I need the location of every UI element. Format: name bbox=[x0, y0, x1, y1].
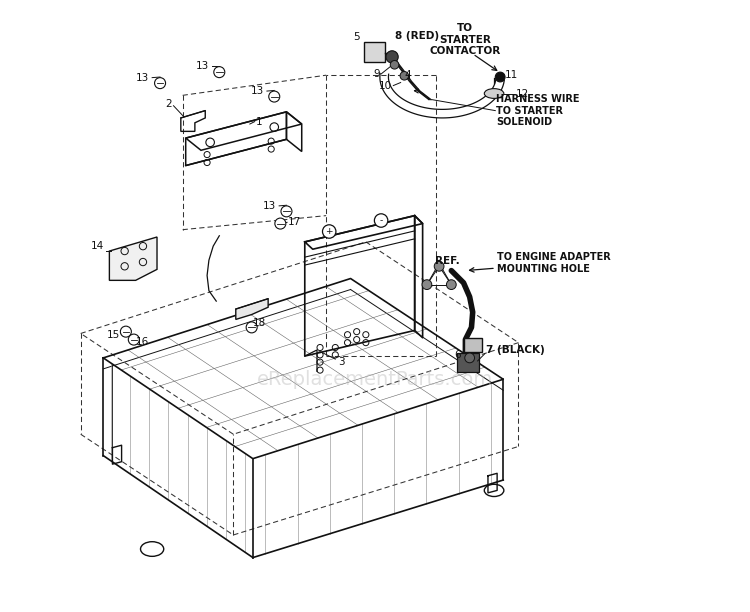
FancyBboxPatch shape bbox=[464, 338, 482, 352]
Text: 2: 2 bbox=[166, 100, 172, 110]
Text: 13: 13 bbox=[136, 73, 149, 83]
Text: 17: 17 bbox=[288, 217, 302, 227]
Text: 15: 15 bbox=[106, 330, 120, 340]
Polygon shape bbox=[110, 237, 157, 280]
Circle shape bbox=[128, 334, 140, 345]
Circle shape bbox=[154, 78, 166, 89]
Text: +: + bbox=[326, 227, 333, 236]
Circle shape bbox=[121, 326, 131, 337]
Text: 11: 11 bbox=[505, 70, 518, 80]
Text: 8 (RED): 8 (RED) bbox=[394, 31, 439, 41]
Text: 10: 10 bbox=[379, 81, 392, 91]
Text: REF.: REF. bbox=[435, 256, 460, 266]
Text: -: - bbox=[380, 216, 382, 225]
Circle shape bbox=[422, 280, 432, 289]
Circle shape bbox=[268, 91, 280, 102]
Text: eReplacementParts.com: eReplacementParts.com bbox=[256, 370, 494, 389]
Text: 1: 1 bbox=[256, 117, 262, 127]
Circle shape bbox=[374, 214, 388, 227]
Text: 14: 14 bbox=[92, 241, 104, 251]
Text: 7 (BLACK): 7 (BLACK) bbox=[486, 345, 545, 355]
Text: 13: 13 bbox=[262, 201, 276, 211]
Text: 5: 5 bbox=[353, 32, 360, 42]
Circle shape bbox=[434, 261, 444, 271]
Text: 13: 13 bbox=[196, 61, 209, 71]
Text: TO
STARTER
CONTACTOR: TO STARTER CONTACTOR bbox=[430, 23, 501, 56]
Circle shape bbox=[446, 280, 456, 289]
Text: TO ENGINE ADAPTER
MOUNTING HOLE: TO ENGINE ADAPTER MOUNTING HOLE bbox=[497, 253, 610, 274]
FancyBboxPatch shape bbox=[458, 353, 479, 372]
Text: HARNESS WIRE
TO STARTER
SOLENOID: HARNESS WIRE TO STARTER SOLENOID bbox=[496, 94, 580, 127]
Circle shape bbox=[281, 206, 292, 217]
Text: 3: 3 bbox=[338, 357, 345, 367]
Text: 16: 16 bbox=[136, 337, 149, 347]
Text: 18: 18 bbox=[253, 318, 266, 328]
Text: 13: 13 bbox=[251, 86, 264, 96]
Text: 9: 9 bbox=[374, 69, 380, 79]
Text: 6: 6 bbox=[454, 350, 460, 360]
Circle shape bbox=[246, 322, 257, 333]
Text: 12: 12 bbox=[515, 89, 529, 99]
Circle shape bbox=[274, 218, 286, 229]
Circle shape bbox=[390, 61, 399, 69]
Circle shape bbox=[214, 67, 225, 78]
Polygon shape bbox=[236, 299, 268, 319]
Circle shape bbox=[322, 225, 336, 238]
Ellipse shape bbox=[484, 89, 504, 99]
Circle shape bbox=[386, 51, 398, 63]
Circle shape bbox=[495, 72, 505, 82]
Circle shape bbox=[465, 353, 475, 363]
Circle shape bbox=[400, 72, 409, 80]
Text: 4: 4 bbox=[404, 70, 411, 80]
FancyBboxPatch shape bbox=[364, 42, 386, 62]
